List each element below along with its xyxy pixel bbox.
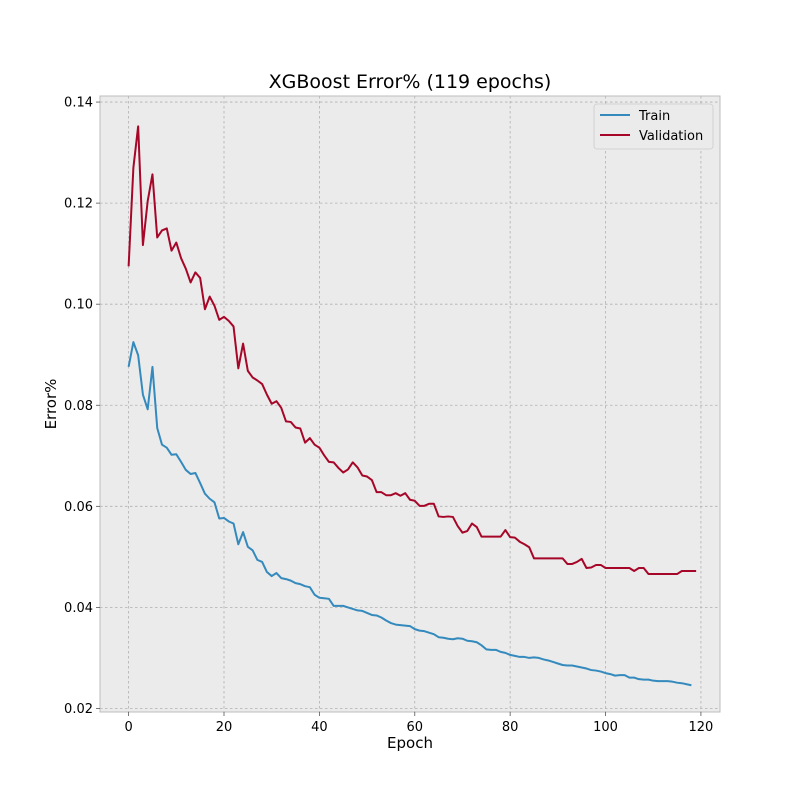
y-tick-label: 0.10: [64, 298, 93, 313]
legend: Train Validation: [593, 103, 714, 150]
x-tick-label: 40: [311, 720, 328, 735]
legend-label-validation: Validation: [639, 129, 703, 144]
chart-title: XGBoost Error% (119 epochs): [269, 71, 552, 93]
series-lines: [127, 125, 697, 687]
x-tick-label: 80: [502, 720, 519, 735]
y-tick-label: 0.14: [64, 96, 93, 111]
x-tick-label: 20: [216, 720, 233, 735]
y-tick-label: 0.06: [64, 500, 93, 515]
x-tick-label: 120: [689, 720, 714, 735]
x-tick-label: 0: [124, 720, 132, 735]
y-tick-label: 0.04: [64, 601, 93, 616]
grid: [100, 96, 720, 712]
y-tick-label: 0.02: [64, 702, 93, 717]
legend-label-train: Train: [638, 109, 670, 124]
plot-area: [100, 96, 720, 712]
series-line-train: [127, 341, 692, 687]
y-tick-label: 0.08: [64, 399, 93, 414]
x-axis-label: Epoch: [387, 734, 433, 752]
x-axis-ticks: 0 20 40 60 80 100 120: [124, 712, 713, 735]
y-axis-label: Error%: [42, 379, 60, 430]
series-line-validation: [127, 125, 697, 576]
plot-frame: [99, 95, 721, 713]
x-tick-label: 60: [406, 720, 423, 735]
y-tick-label: 0.12: [64, 197, 93, 212]
x-tick-label: 100: [593, 720, 618, 735]
y-axis-ticks: 0.02 0.04 0.06 0.08 0.10 0.12 0.14: [64, 96, 100, 717]
